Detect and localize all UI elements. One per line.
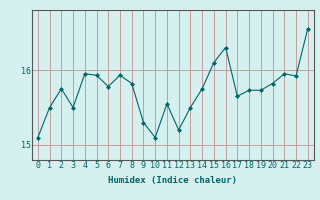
X-axis label: Humidex (Indice chaleur): Humidex (Indice chaleur) [108,176,237,185]
